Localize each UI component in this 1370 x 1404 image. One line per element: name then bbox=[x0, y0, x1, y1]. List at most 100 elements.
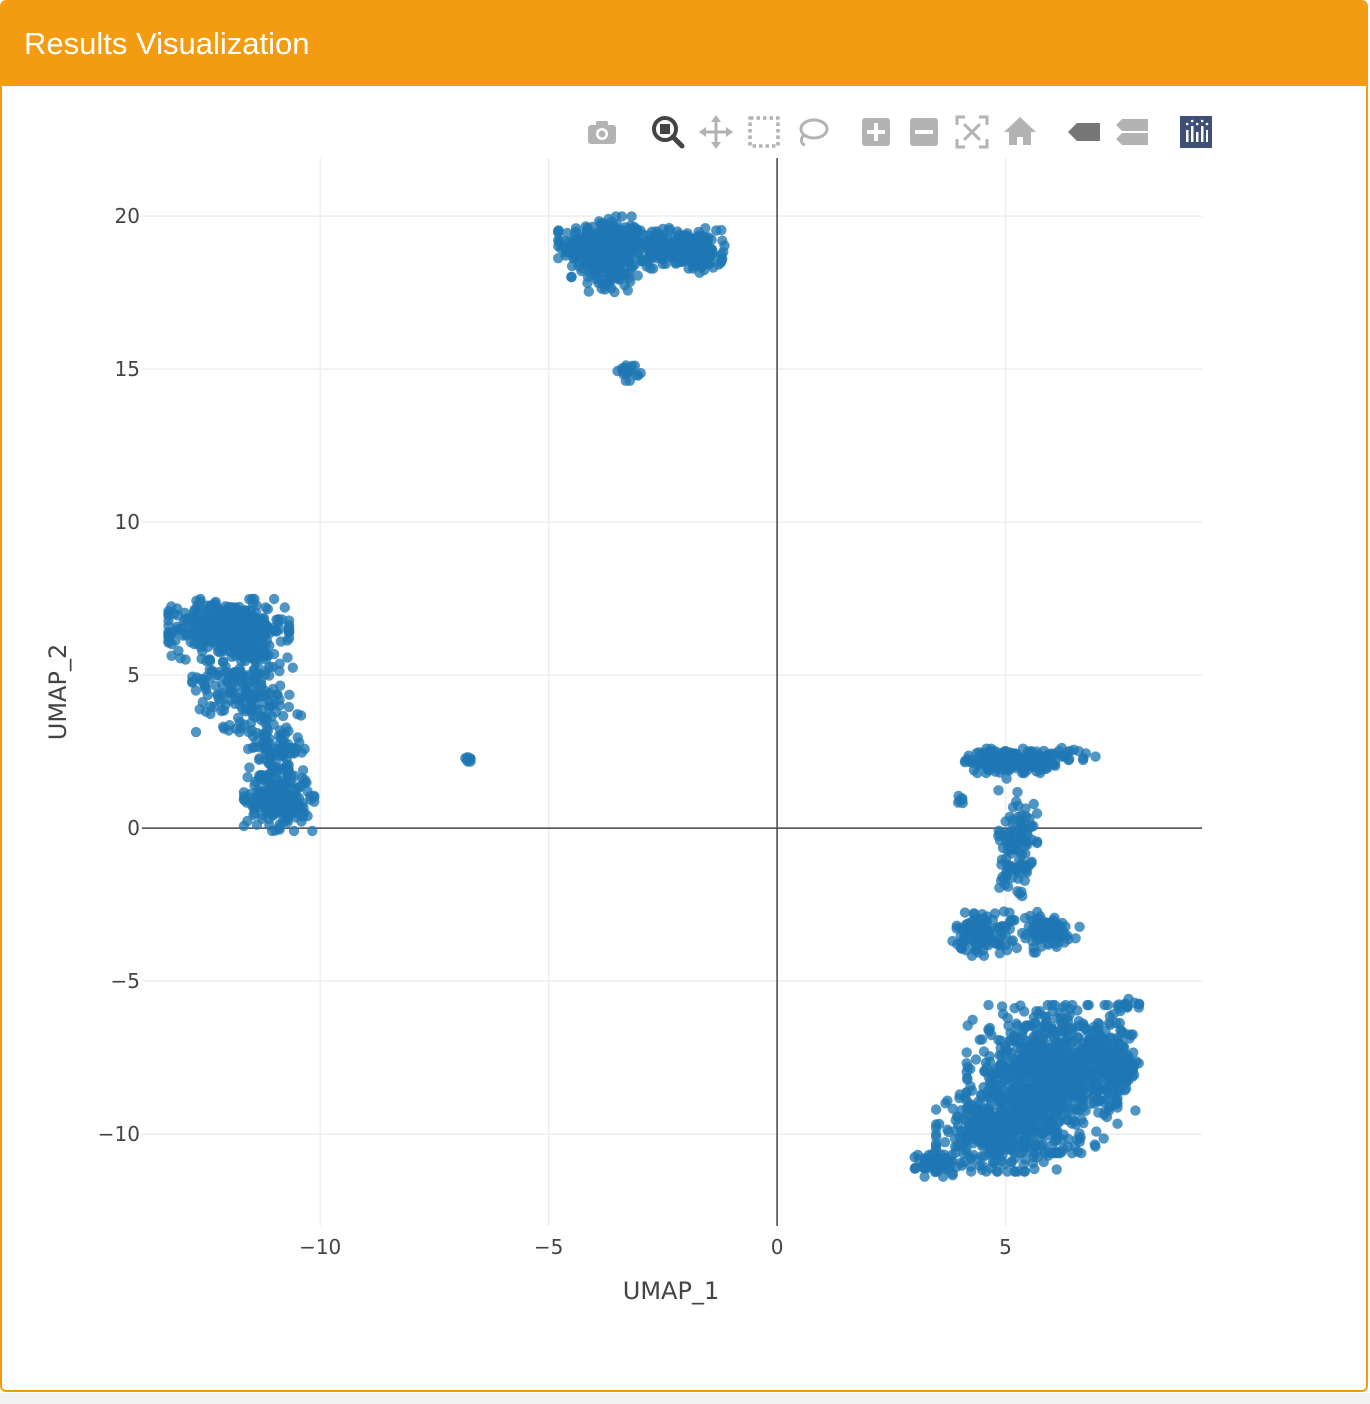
scatter-point[interactable] bbox=[197, 676, 208, 687]
scatter-point[interactable] bbox=[923, 1149, 935, 1161]
scatter-point[interactable] bbox=[605, 268, 616, 279]
scatter-point[interactable] bbox=[1004, 923, 1015, 935]
scatter-point[interactable] bbox=[984, 1051, 995, 1062]
scatter-point[interactable] bbox=[1057, 925, 1068, 936]
scatter-point[interactable] bbox=[1078, 1102, 1089, 1113]
scatter-point[interactable] bbox=[282, 635, 293, 646]
scatter-point[interactable] bbox=[976, 1034, 988, 1045]
scatter-point[interactable] bbox=[194, 704, 205, 715]
scatter-point[interactable] bbox=[716, 255, 727, 266]
scatter-point[interactable] bbox=[260, 649, 271, 660]
scatter-point[interactable] bbox=[1093, 1096, 1104, 1107]
scatter-point[interactable] bbox=[1053, 745, 1064, 757]
scatter-point[interactable] bbox=[1036, 933, 1048, 944]
scatter-point[interactable] bbox=[1001, 773, 1012, 784]
scatter-point[interactable] bbox=[1006, 936, 1017, 947]
scatter-point[interactable] bbox=[553, 253, 564, 264]
scatter-point[interactable] bbox=[261, 806, 272, 818]
scatter-point[interactable] bbox=[260, 622, 272, 633]
scatter-point[interactable] bbox=[698, 265, 710, 276]
scatter-point[interactable] bbox=[277, 749, 289, 761]
scatter-point[interactable] bbox=[932, 1165, 943, 1177]
scatter-point[interactable] bbox=[994, 828, 1005, 839]
scatter-point[interactable] bbox=[195, 641, 206, 653]
scatter-point[interactable] bbox=[620, 375, 631, 386]
scatter-point[interactable] bbox=[244, 762, 255, 773]
box-select-icon[interactable] bbox=[744, 112, 784, 152]
scatter-point[interactable] bbox=[1083, 999, 1094, 1011]
scatter-point[interactable] bbox=[270, 825, 281, 836]
scatter-point[interactable] bbox=[992, 1118, 1003, 1129]
scatter-point[interactable] bbox=[297, 765, 309, 776]
scatter-point[interactable] bbox=[1092, 1017, 1104, 1029]
scatter-point[interactable] bbox=[244, 632, 256, 644]
scatter-point[interactable] bbox=[1066, 1148, 1078, 1159]
scatter-point[interactable] bbox=[1018, 1159, 1029, 1170]
scatter-point[interactable] bbox=[173, 645, 184, 656]
scatter-point[interactable] bbox=[264, 697, 275, 708]
scatter-point[interactable] bbox=[962, 1074, 973, 1085]
scatter-point[interactable] bbox=[963, 750, 974, 761]
scatter-point[interactable] bbox=[249, 611, 260, 622]
scatter-point[interactable] bbox=[999, 746, 1011, 757]
scatter-point[interactable] bbox=[1090, 1141, 1101, 1152]
scatter-point[interactable] bbox=[218, 656, 229, 667]
scatter-point[interactable] bbox=[1029, 1163, 1040, 1175]
scatter-point[interactable] bbox=[1030, 1141, 1041, 1152]
scatter-point[interactable] bbox=[1017, 1146, 1028, 1158]
scatter-point[interactable] bbox=[994, 1145, 1006, 1156]
reset-axes-icon[interactable] bbox=[1000, 112, 1040, 152]
scatter-point[interactable] bbox=[261, 714, 273, 725]
scatter-point[interactable] bbox=[959, 907, 971, 918]
scatter-point[interactable] bbox=[1059, 1090, 1070, 1102]
scatter-point[interactable] bbox=[632, 270, 643, 281]
scatter-point[interactable] bbox=[205, 701, 216, 712]
scatter-point[interactable] bbox=[269, 624, 281, 635]
scatter-point[interactable] bbox=[1133, 998, 1145, 1009]
scatter-point[interactable] bbox=[296, 802, 307, 814]
scatter-point[interactable] bbox=[267, 765, 279, 776]
scatter-point[interactable] bbox=[998, 1159, 1009, 1170]
scatter-point[interactable] bbox=[993, 939, 1004, 951]
scatter-point[interactable] bbox=[204, 655, 216, 667]
scatter-point[interactable] bbox=[1010, 862, 1022, 874]
scatter-point[interactable] bbox=[618, 225, 629, 236]
scatter-point[interactable] bbox=[1010, 1127, 1021, 1138]
scatter-point[interactable] bbox=[996, 1001, 1008, 1012]
scatter-point[interactable] bbox=[226, 605, 237, 616]
scatter-point[interactable] bbox=[939, 1137, 951, 1148]
scatter-point[interactable] bbox=[599, 278, 611, 289]
scatter-point[interactable] bbox=[180, 654, 191, 665]
scatter-point[interactable] bbox=[1051, 1059, 1062, 1070]
scatter-point[interactable] bbox=[190, 726, 202, 738]
scatter-point[interactable] bbox=[994, 1069, 1005, 1080]
scatter-point[interactable] bbox=[1040, 1146, 1051, 1157]
scatter-point[interactable] bbox=[287, 662, 298, 673]
scatter-point[interactable] bbox=[215, 607, 227, 619]
scatter-point[interactable] bbox=[1002, 1012, 1013, 1024]
scatter-point[interactable] bbox=[973, 1096, 984, 1107]
zoom-in-icon[interactable] bbox=[856, 112, 896, 152]
scatter-point[interactable] bbox=[288, 825, 300, 837]
scatter-point[interactable] bbox=[582, 277, 593, 289]
scatter-point[interactable] bbox=[1105, 1032, 1116, 1043]
scatter-point[interactable] bbox=[190, 685, 202, 696]
scatter-point[interactable] bbox=[1104, 1102, 1115, 1113]
scatter-point[interactable] bbox=[289, 770, 300, 781]
scatter-point[interactable] bbox=[595, 248, 606, 259]
scatter-point[interactable] bbox=[255, 681, 267, 692]
scatter-point[interactable] bbox=[275, 680, 286, 691]
scatter-point[interactable] bbox=[282, 816, 293, 828]
scatter-point[interactable] bbox=[570, 238, 581, 250]
scatter-point[interactable] bbox=[253, 641, 265, 653]
scatter-point[interactable] bbox=[1105, 1019, 1116, 1030]
scatter-point[interactable] bbox=[225, 684, 236, 696]
scatter-point[interactable] bbox=[620, 367, 631, 379]
scatter-point[interactable] bbox=[305, 794, 316, 805]
scatter-point[interactable] bbox=[1131, 1056, 1142, 1067]
scatter-point[interactable] bbox=[1027, 936, 1038, 947]
scatter-point[interactable] bbox=[191, 595, 202, 606]
scatter-point[interactable] bbox=[1051, 1164, 1062, 1175]
scatter-point[interactable] bbox=[947, 1168, 958, 1179]
scatter-point[interactable] bbox=[983, 1121, 994, 1132]
